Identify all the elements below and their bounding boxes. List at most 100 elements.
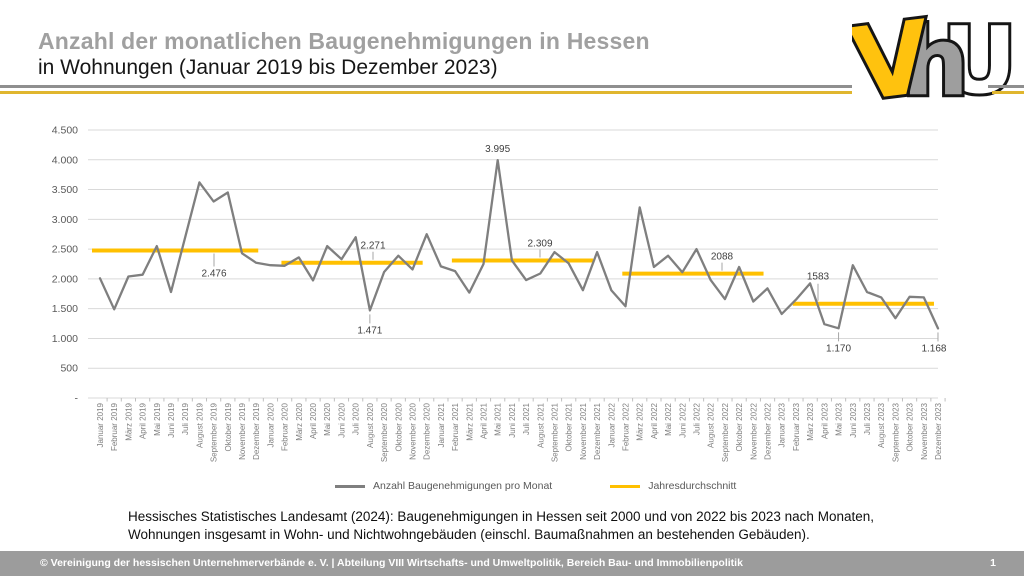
average-label-2019: 2.476 <box>201 269 226 280</box>
x-tick-label: Oktober 2021 <box>565 402 574 451</box>
average-label-2020: 2.271 <box>360 241 385 252</box>
logo-letter-h: h <box>902 8 969 116</box>
x-tick-label: Juni 2019 <box>167 402 176 437</box>
x-tick-label: April 2019 <box>139 402 148 439</box>
y-tick-label: 4.500 <box>52 125 78 137</box>
y-axis-labels: - 500 1.000 1.500 2.000 2.500 3.000 3.500 4.000 4… <box>52 125 79 405</box>
x-tick-label: März 2021 <box>465 402 474 440</box>
average-label-2021: 2.309 <box>527 238 552 249</box>
x-tick-label: September 2021 <box>550 402 559 462</box>
x-tick-label: März 2020 <box>295 402 304 440</box>
x-tick-label: Januar 2019 <box>96 402 105 447</box>
x-tick-label: August 2019 <box>195 402 204 447</box>
y-tick-label: 2.000 <box>52 273 78 285</box>
point-label: 3.995 <box>485 144 510 155</box>
legend-label-average: Jahresdurchschnitt <box>648 480 737 492</box>
footer-bar: © Vereinigung der hessischen Unternehmer… <box>0 551 1024 576</box>
legend-item-monthly: Anzahl Baugenehmigungen pro Monat <box>335 480 552 492</box>
x-tick-label: Oktober 2019 <box>224 402 233 451</box>
x-tick-label: März 2023 <box>806 402 815 440</box>
x-tick-label: April 2021 <box>479 402 488 439</box>
x-tick-label: Februar 2023 <box>792 402 801 451</box>
x-tick-label: Mai 2020 <box>323 402 332 435</box>
y-tick-label: - <box>75 393 79 405</box>
x-tick-label: März 2022 <box>636 402 645 440</box>
x-tick-label: Juni 2022 <box>678 402 687 437</box>
x-tick-label: Dezember 2020 <box>423 402 432 459</box>
x-tick-label: Mai 2019 <box>153 402 162 435</box>
average-label-2023: 1583 <box>807 272 830 283</box>
x-tick-label: September 2019 <box>210 402 219 462</box>
x-tick-label: Dezember 2021 <box>593 402 602 459</box>
vhu-logo: U h V <box>842 0 1019 127</box>
x-tick-label: August 2023 <box>877 402 886 447</box>
header-rule-gray-stub <box>988 85 1012 88</box>
x-tick-label: November 2022 <box>749 402 758 459</box>
point-label: 1.170 <box>826 343 851 354</box>
x-tick-label: Januar 2021 <box>437 402 446 447</box>
x-tick-label: Oktober 2022 <box>735 402 744 451</box>
y-tick-label: 3.500 <box>52 184 78 196</box>
x-tick-label: November 2020 <box>408 402 417 459</box>
x-tick-label: Mai 2023 <box>835 402 844 435</box>
point-label: 1.168 <box>921 343 946 354</box>
monthly-line-swatch <box>335 484 365 488</box>
legend-label-monthly: Anzahl Baugenehmigungen pro Monat <box>373 480 553 492</box>
y-tick-label: 1.000 <box>52 333 78 345</box>
y-tick-label: 3.000 <box>52 214 78 226</box>
average-label-2022: 2088 <box>711 252 734 263</box>
x-tick-label: Dezember 2023 <box>934 402 943 459</box>
x-axis-labels: Januar 2019 Februar 2019 März 2019 April 20… <box>96 402 943 462</box>
x-tick-label: Juli 2021 <box>522 402 531 435</box>
x-tick-label: September 2023 <box>891 402 900 462</box>
vhu-logo-graphic: U h V <box>842 0 1019 127</box>
x-tick-label: Januar 2020 <box>266 402 275 447</box>
x-tick-label: Dezember 2019 <box>252 402 261 459</box>
x-tick-label: Dezember 2022 <box>764 402 773 459</box>
x-tick-label: Oktober 2020 <box>394 402 403 451</box>
x-tick-label: November 2019 <box>238 402 247 459</box>
x-tick-label: April 2022 <box>650 402 659 439</box>
x-tick-label: Januar 2023 <box>778 402 787 447</box>
x-tick-label: August 2021 <box>536 402 545 447</box>
y-tick-label: 1.500 <box>52 303 78 315</box>
y-tick-label: 4.000 <box>52 154 78 166</box>
legend-item-average: Jahresdurchschnitt <box>610 480 736 492</box>
x-tick-label: Juli 2020 <box>352 402 361 435</box>
average-line-swatch <box>610 484 641 488</box>
x-tick-label: Juli 2023 <box>863 402 872 435</box>
header-rule-yellow <box>0 91 1024 94</box>
x-tick-label: Mai 2022 <box>664 402 673 435</box>
y-tick-label: 500 <box>60 363 78 375</box>
header-rule-yellow-stub <box>992 91 1014 94</box>
y-tick-label: 2.500 <box>52 244 78 256</box>
monthly-line <box>98 158 940 330</box>
footer-text: © Vereinigung der hessischen Unternehmer… <box>40 557 743 569</box>
logo-letter-u: U <box>942 7 1012 114</box>
source-citation: Hessisches Statistisches Landesamt (2024… <box>128 509 874 543</box>
point-label: 1.471 <box>357 325 382 336</box>
x-tick-label: April 2020 <box>309 402 318 439</box>
x-tick-label: August 2020 <box>366 402 375 447</box>
x-tick-label: Juni 2021 <box>508 402 517 437</box>
page-title: Anzahl der monatlichen Baugenehmigungen … <box>38 28 650 54</box>
data-labels: 2.476 2.271 2.309 2088 1583 1.471 3.995 1.170 1.… <box>201 144 946 354</box>
x-tick-label: November 2023 <box>920 402 929 459</box>
x-tick-label: Februar 2019 <box>110 402 119 451</box>
footer-page-number: 1 <box>990 557 996 569</box>
x-tick-label: Juli 2022 <box>693 402 702 435</box>
page-subtitle: in Wohnungen (Januar 2019 bis Dezember 2… <box>38 56 498 79</box>
x-tick-label: August 2022 <box>707 402 716 447</box>
x-tick-label: Oktober 2023 <box>906 402 915 451</box>
chart-legend: Anzahl Baugenehmigungen pro Monat Jahres… <box>335 480 736 492</box>
x-tick-label: Februar 2021 <box>451 402 460 451</box>
x-tick-label: März 2019 <box>124 402 133 440</box>
x-tick-label: April 2023 <box>820 402 829 439</box>
x-tick-label: Januar 2022 <box>607 402 616 447</box>
x-tick-label: November 2021 <box>579 402 588 459</box>
logo-letter-v: V <box>852 4 937 116</box>
x-tick-label: September 2022 <box>721 402 730 462</box>
header-rule-gray <box>0 85 1024 88</box>
